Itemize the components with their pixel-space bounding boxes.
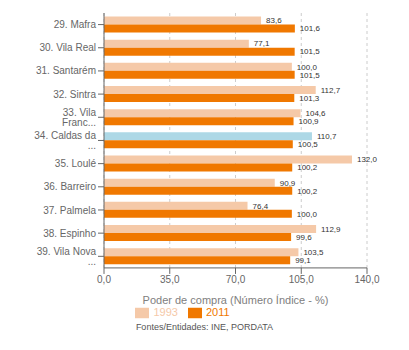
svg-text:30. Vila Real: 30. Vila Real bbox=[39, 42, 96, 53]
svg-text:100,5: 100,5 bbox=[298, 140, 319, 149]
svg-text:100,0: 100,0 bbox=[296, 62, 317, 72]
svg-text:101,5: 101,5 bbox=[300, 71, 321, 80]
svg-text:90,9: 90,9 bbox=[280, 179, 296, 188]
svg-text:140,0: 140,0 bbox=[354, 274, 379, 285]
svg-text:112,7: 112,7 bbox=[321, 86, 341, 95]
svg-text:77,1: 77,1 bbox=[254, 39, 270, 48]
svg-text:83,6: 83,6 bbox=[266, 16, 282, 25]
svg-text:100,2: 100,2 bbox=[297, 163, 318, 172]
svg-text:76,4: 76,4 bbox=[253, 202, 269, 211]
svg-text:101,6: 101,6 bbox=[300, 24, 321, 33]
svg-text:0,0: 0,0 bbox=[97, 274, 111, 285]
svg-text:37. Palmela: 37. Palmela bbox=[43, 205, 96, 216]
svg-text:100,9: 100,9 bbox=[299, 117, 320, 126]
svg-text:32. Sintra: 32. Sintra bbox=[53, 89, 96, 100]
svg-text:39. Vila Nova...: 39. Vila Nova... bbox=[37, 246, 97, 267]
svg-text:34. Caldas da...: 34. Caldas da... bbox=[34, 130, 96, 151]
svg-text:99,6: 99,6 bbox=[296, 233, 312, 242]
svg-text:132,0: 132,0 bbox=[357, 155, 378, 164]
svg-text:105,0: 105,0 bbox=[289, 274, 314, 285]
svg-text:Poder de compra (Número Índice: Poder de compra (Número Índice - %) bbox=[143, 294, 329, 306]
svg-text:33. VilaFranc...: 33. VilaFranc... bbox=[62, 107, 96, 128]
svg-text:103,5: 103,5 bbox=[303, 248, 324, 257]
svg-text:112,9: 112,9 bbox=[321, 225, 341, 234]
svg-text:36. Barreiro: 36. Barreiro bbox=[44, 181, 97, 192]
svg-text:100,2: 100,2 bbox=[297, 187, 318, 196]
svg-text:104,6: 104,6 bbox=[305, 109, 326, 118]
svg-text:100,0: 100,0 bbox=[297, 210, 318, 219]
svg-text:101,3: 101,3 bbox=[299, 94, 320, 103]
svg-text:70,0: 70,0 bbox=[226, 274, 246, 285]
svg-text:38. Espinho: 38. Espinho bbox=[43, 228, 96, 239]
html-text:1993: 1993 bbox=[153, 305, 178, 318]
svg-text:99,1: 99,1 bbox=[295, 256, 311, 265]
svg-text:35,0: 35,0 bbox=[160, 274, 180, 285]
svg-text:29. Mafra: 29. Mafra bbox=[54, 19, 97, 30]
svg-text:31. Santarém: 31. Santarém bbox=[36, 65, 96, 76]
svg-text:35. Loulé: 35. Loulé bbox=[55, 158, 97, 169]
html-text:Fontes/Entidades: INE, PORDATA: Fontes/Entidades: INE, PORDATA bbox=[135, 322, 274, 332]
html-text:2011: 2011 bbox=[205, 305, 230, 318]
svg-text:110,7: 110,7 bbox=[317, 132, 337, 141]
svg-text:101,5: 101,5 bbox=[300, 47, 321, 56]
